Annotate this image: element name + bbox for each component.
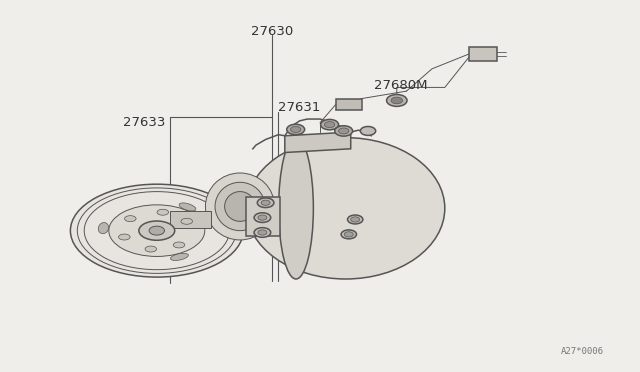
Ellipse shape	[157, 209, 168, 215]
Circle shape	[324, 122, 335, 128]
Ellipse shape	[70, 184, 243, 277]
Ellipse shape	[170, 253, 188, 260]
Circle shape	[149, 226, 164, 235]
Ellipse shape	[145, 246, 157, 252]
Ellipse shape	[139, 221, 175, 240]
Ellipse shape	[173, 242, 185, 248]
Ellipse shape	[179, 203, 196, 211]
FancyBboxPatch shape	[469, 46, 497, 61]
Circle shape	[351, 217, 360, 222]
Circle shape	[287, 124, 305, 135]
Circle shape	[339, 128, 349, 134]
Circle shape	[261, 200, 270, 205]
Ellipse shape	[125, 216, 136, 222]
Ellipse shape	[118, 234, 130, 240]
FancyBboxPatch shape	[170, 211, 211, 228]
Circle shape	[360, 126, 376, 135]
Circle shape	[387, 94, 407, 106]
Circle shape	[341, 230, 356, 239]
Circle shape	[291, 126, 301, 132]
Circle shape	[348, 215, 363, 224]
Polygon shape	[246, 197, 280, 236]
Circle shape	[254, 228, 271, 237]
Text: 27680M: 27680M	[374, 79, 428, 92]
Circle shape	[321, 119, 339, 130]
Circle shape	[258, 215, 267, 220]
Ellipse shape	[278, 138, 314, 279]
Circle shape	[254, 213, 271, 222]
FancyBboxPatch shape	[336, 99, 362, 110]
Ellipse shape	[181, 218, 193, 224]
Circle shape	[257, 198, 274, 208]
Circle shape	[344, 232, 353, 237]
Circle shape	[335, 126, 353, 136]
Text: 27630: 27630	[251, 25, 293, 38]
Ellipse shape	[225, 192, 255, 221]
Text: 27631: 27631	[278, 102, 321, 114]
Ellipse shape	[109, 205, 205, 256]
Circle shape	[391, 97, 403, 104]
Circle shape	[258, 230, 267, 235]
Text: A27*0006: A27*0006	[561, 347, 604, 356]
Ellipse shape	[215, 182, 265, 231]
Ellipse shape	[205, 173, 275, 240]
Text: 27633: 27633	[123, 116, 165, 129]
Ellipse shape	[246, 138, 445, 279]
Ellipse shape	[99, 222, 109, 234]
Polygon shape	[285, 132, 351, 153]
